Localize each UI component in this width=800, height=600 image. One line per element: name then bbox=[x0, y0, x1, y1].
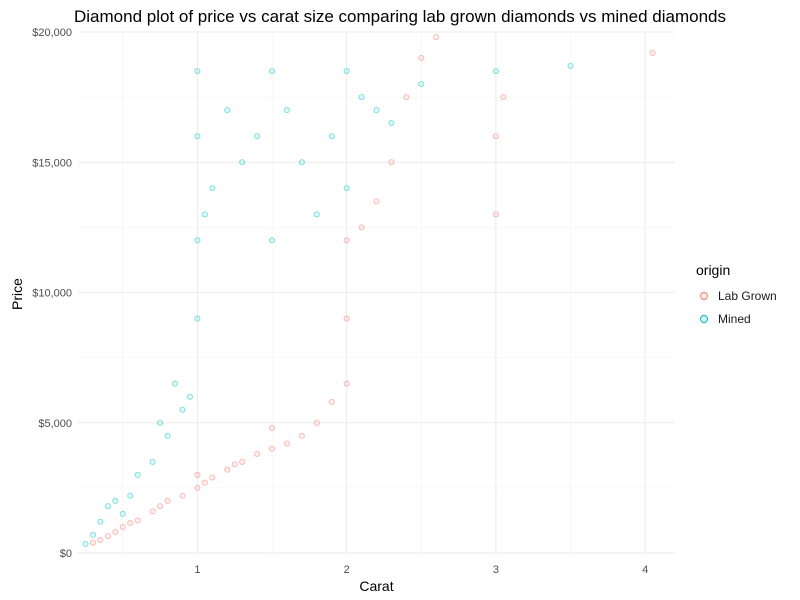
point-mined bbox=[492, 68, 499, 75]
point-lab-grown bbox=[194, 471, 201, 478]
point-mined bbox=[127, 492, 134, 499]
point-mined bbox=[194, 133, 201, 140]
point-lab-grown bbox=[254, 451, 261, 458]
point-lab-grown bbox=[313, 419, 320, 426]
point-lab-grown bbox=[418, 55, 425, 62]
y-tick-label: $15,000 bbox=[32, 157, 72, 169]
point-lab-grown bbox=[164, 497, 171, 504]
point-mined bbox=[164, 432, 171, 439]
y-tick-label: $0 bbox=[60, 548, 72, 560]
point-lab-grown bbox=[224, 466, 231, 473]
point-mined bbox=[172, 380, 179, 387]
chart-title: Diamond plot of price vs carat size comp… bbox=[74, 7, 726, 26]
legend-label-mined: Mined bbox=[718, 311, 751, 326]
point-lab-grown bbox=[343, 237, 350, 244]
y-axis-label: Price bbox=[9, 278, 25, 310]
point-lab-grown bbox=[157, 503, 164, 510]
point-mined bbox=[194, 237, 201, 244]
point-mined bbox=[298, 159, 305, 166]
point-lab-grown bbox=[209, 474, 216, 481]
x-tick-label: 4 bbox=[642, 564, 648, 576]
point-lab-grown bbox=[343, 315, 350, 322]
point-mined bbox=[97, 518, 104, 525]
point-lab-grown bbox=[89, 539, 96, 546]
point-lab-grown bbox=[119, 523, 126, 530]
y-tick-label: $20,000 bbox=[32, 27, 72, 39]
legend-title: origin bbox=[696, 262, 731, 278]
point-lab-grown bbox=[269, 445, 276, 452]
point-mined bbox=[134, 471, 141, 478]
point-mined bbox=[82, 540, 89, 547]
point-mined bbox=[89, 531, 96, 538]
point-mined bbox=[254, 133, 261, 140]
point-lab-grown bbox=[112, 529, 119, 536]
point-mined bbox=[313, 211, 320, 218]
legend-label-lab-grown: Lab Grown bbox=[718, 288, 777, 303]
point-mined bbox=[119, 510, 126, 517]
point-mined bbox=[194, 315, 201, 322]
point-lab-grown bbox=[134, 517, 141, 524]
point-lab-grown bbox=[127, 520, 134, 527]
point-lab-grown bbox=[500, 94, 507, 101]
point-mined bbox=[283, 107, 290, 114]
point-mined bbox=[239, 159, 246, 166]
point-lab-grown bbox=[433, 34, 440, 41]
point-mined bbox=[224, 107, 231, 114]
point-lab-grown bbox=[194, 484, 201, 491]
point-lab-grown bbox=[492, 133, 499, 140]
legend-key-lab-grown bbox=[696, 288, 712, 304]
point-mined bbox=[194, 68, 201, 75]
legend-item-mined: Mined bbox=[696, 307, 777, 330]
point-mined bbox=[388, 120, 395, 127]
point-lab-grown bbox=[239, 458, 246, 465]
data-points bbox=[82, 34, 656, 547]
point-mined bbox=[358, 94, 365, 101]
point-lab-grown bbox=[231, 461, 238, 468]
point-lab-grown bbox=[373, 198, 380, 205]
point-lab-grown bbox=[388, 159, 395, 166]
y-tick-label: $5,000 bbox=[38, 418, 72, 430]
point-lab-grown bbox=[179, 492, 186, 499]
point-mined bbox=[343, 185, 350, 192]
legend-key-mined bbox=[696, 311, 712, 327]
tick-labels: 1 2 3 4 $0 $5,000 $10,000 $15,000 $20,000 bbox=[32, 27, 648, 576]
point-mined bbox=[186, 393, 193, 400]
legend-item-lab-grown: Lab Grown bbox=[696, 284, 777, 307]
x-axis-label: Carat bbox=[359, 578, 394, 594]
grid bbox=[78, 31, 675, 554]
point-mined bbox=[269, 237, 276, 244]
point-mined bbox=[157, 419, 164, 426]
point-mined bbox=[269, 68, 276, 75]
point-lab-grown bbox=[97, 536, 104, 543]
point-lab-grown bbox=[328, 398, 335, 405]
point-mined bbox=[104, 503, 111, 510]
point-mined bbox=[373, 107, 380, 114]
point-lab-grown bbox=[283, 440, 290, 447]
point-mined bbox=[179, 406, 186, 413]
point-mined bbox=[209, 185, 216, 192]
point-mined bbox=[201, 211, 208, 218]
legend: origin Lab Grown Mined bbox=[696, 262, 777, 330]
point-lab-grown bbox=[201, 479, 208, 486]
point-mined bbox=[328, 133, 335, 140]
point-mined bbox=[343, 68, 350, 75]
point-lab-grown bbox=[149, 508, 156, 515]
point-mined bbox=[149, 458, 156, 465]
point-lab-grown bbox=[492, 211, 499, 218]
x-tick-label: 2 bbox=[344, 564, 350, 576]
point-lab-grown bbox=[358, 224, 365, 231]
point-lab-grown bbox=[269, 424, 276, 431]
point-lab-grown bbox=[343, 380, 350, 387]
x-tick-label: 1 bbox=[194, 564, 200, 576]
point-lab-grown bbox=[649, 49, 656, 56]
point-mined bbox=[112, 497, 119, 504]
x-tick-label: 3 bbox=[493, 564, 499, 576]
point-lab-grown bbox=[104, 533, 111, 540]
point-mined bbox=[567, 62, 574, 69]
point-lab-grown bbox=[403, 94, 410, 101]
point-lab-grown bbox=[298, 432, 305, 439]
point-mined bbox=[418, 81, 425, 88]
y-tick-label: $10,000 bbox=[32, 288, 72, 300]
